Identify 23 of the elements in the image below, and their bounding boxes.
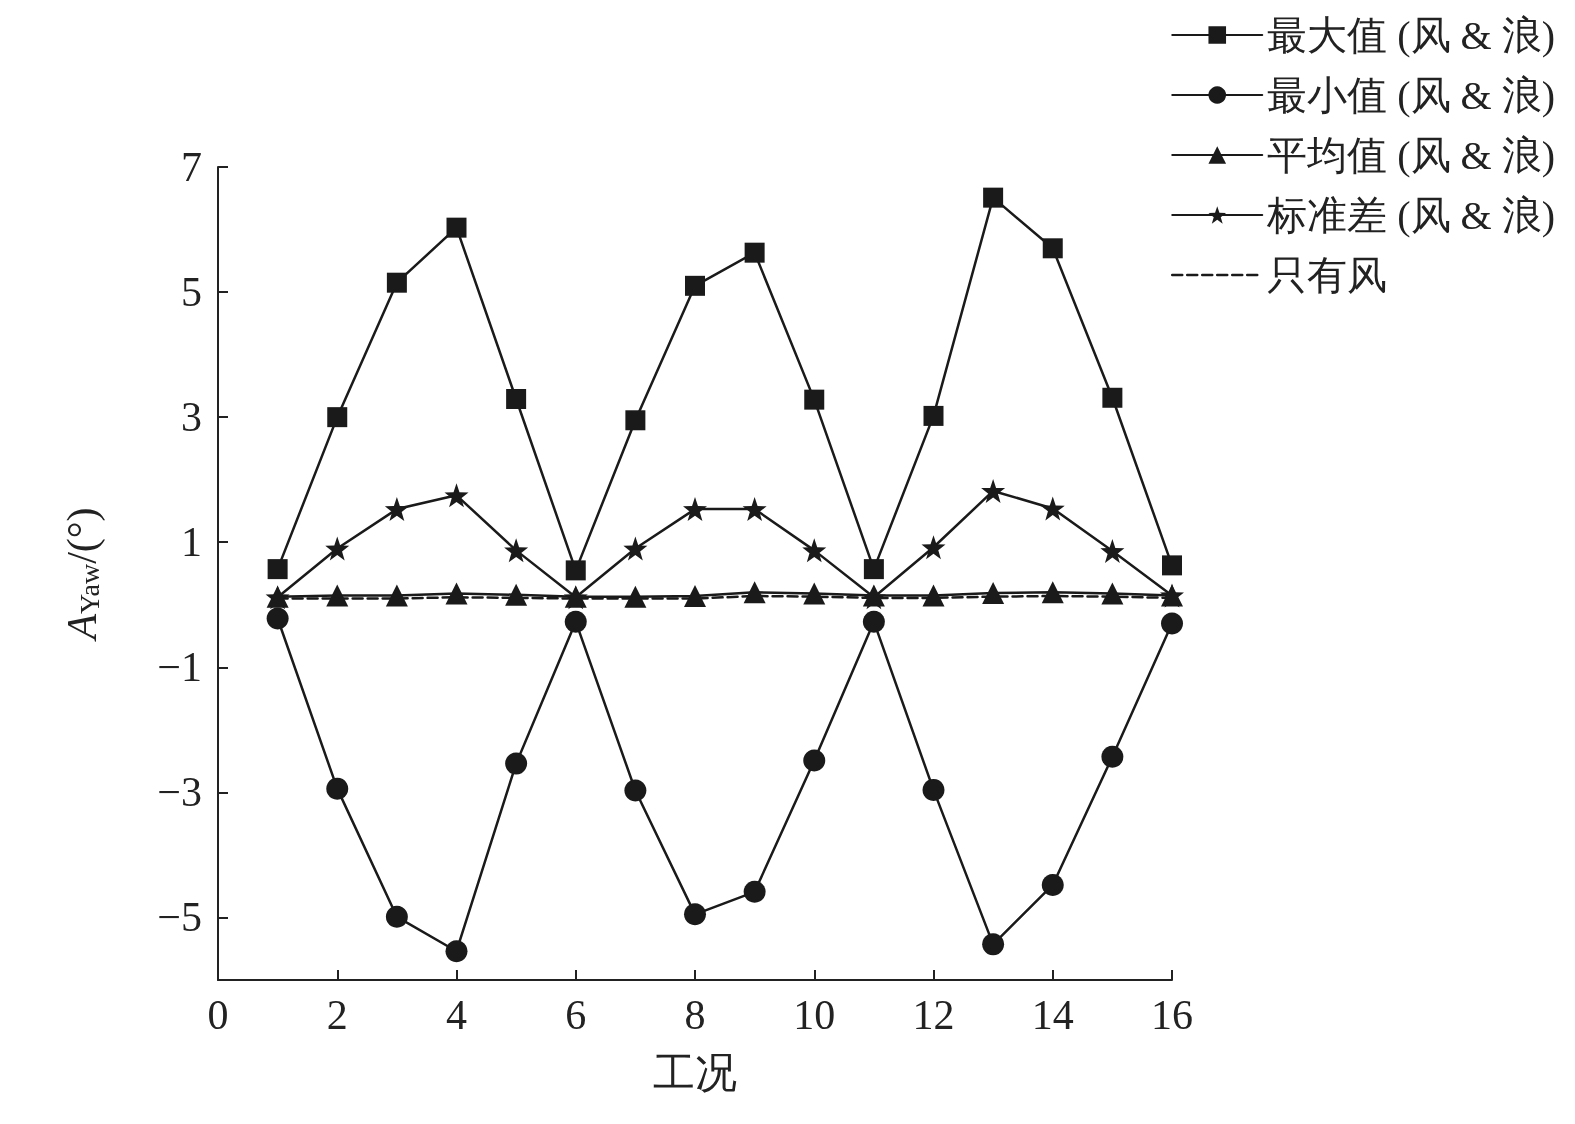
x-tick-label: 12 [912,992,955,1038]
x-tick-label: 16 [1151,992,1193,1038]
x-tick-label: 2 [326,992,348,1038]
y-axis-title: AYaw/(°) [59,507,106,643]
legend-label: 最大值 (风 & 浪) [1267,12,1556,58]
x-tick-label: 4 [446,992,467,1038]
legend-label: 只有风 [1267,252,1388,298]
y-tick-label: 1 [181,519,202,566]
x-tick-label: 8 [684,992,706,1038]
x-tick-label: 6 [565,992,587,1038]
x-tick-label: 10 [793,992,836,1038]
y-tick-label: 7 [181,144,202,190]
y-tick-label: 5 [181,269,202,316]
y-tick-label: −3 [157,769,202,816]
y-tick-label: −5 [157,894,202,941]
y-tick-label: 3 [181,394,202,441]
x-tick-label: 0 [207,992,229,1038]
legend-label: 最小值 (风 & 浪) [1267,72,1556,118]
y-tick-label: −1 [157,644,202,691]
x-axis-title: 工况 [653,1050,737,1096]
legend-label: 标准差 (风 & 浪) [1266,192,1556,238]
x-tick-label: 14 [1031,992,1074,1038]
legend-label: 平均值 (风 & 浪) [1267,132,1556,178]
